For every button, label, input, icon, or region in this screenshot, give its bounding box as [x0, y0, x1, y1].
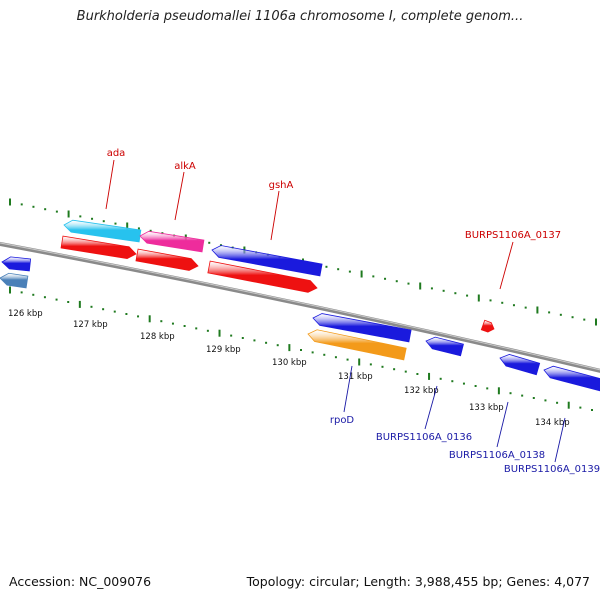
gene-BURPS1106A_0139-arrow — [543, 365, 600, 392]
gene-BURPS1106A_0138-label: BURPS1106A_0138 — [449, 450, 545, 461]
gene-gshA-leader — [270, 190, 280, 241]
gene-alkA-label: alkA — [174, 161, 196, 172]
genome-backbone — [0, 241, 600, 373]
map-title: Burkholderia pseudomallei 1106a chromoso… — [76, 9, 524, 24]
gene-cds-arrow — [0, 272, 29, 289]
gene-BURPS1106A_0138-leader — [496, 401, 509, 448]
gene-ada-leader — [105, 159, 115, 210]
gene-alkA-leader — [174, 171, 185, 221]
gene-cds-arrow — [1, 256, 32, 272]
gene-BURPS1106A_0137-arrow — [480, 319, 495, 333]
gene-alkA-arrow — [139, 230, 205, 253]
gene-BURPS1106A_0136-label: BURPS1106A_0136 — [376, 432, 472, 443]
gene-cds-arrow — [312, 313, 412, 343]
ruler-label: 127 kbp — [73, 320, 108, 330]
gene-rpoD-arrow — [307, 329, 407, 361]
ruler-label: 126 kbp — [8, 309, 43, 319]
gene-cds-arrow — [135, 248, 199, 271]
gene-BURPS1106A_0138-arrow — [499, 354, 541, 376]
gene-BURPS1106A_0139-leader — [554, 417, 566, 463]
gene-gshA-label: gshA — [269, 180, 294, 191]
gene-BURPS1106A_0136-arrow — [425, 336, 464, 357]
ruler-label: 130 kbp — [272, 358, 307, 368]
ruler-label: 131 kbp — [338, 372, 373, 382]
gene-cds-arrow — [60, 235, 137, 260]
ruler-label: 132 kbp — [404, 386, 439, 396]
gene-BURPS1106A_0137-leader — [499, 241, 514, 290]
accession-text: Accession: NC_009076 — [9, 574, 152, 589]
genome-summary-text: Topology: circular; Length: 3,988,455 bp… — [246, 574, 590, 589]
gene-ada-label: ada — [107, 148, 126, 159]
ruler-label: 129 kbp — [206, 345, 241, 355]
gene-BURPS1106A_0137-label: BURPS1106A_0137 — [465, 230, 561, 241]
ruler-label: 134 kbp — [535, 418, 570, 428]
gene-rpoD-label: rpoD — [330, 415, 355, 426]
ruler-label: 128 kbp — [140, 332, 175, 342]
gene-rpoD-leader — [343, 365, 353, 413]
genome-backbone-highlight — [0, 242, 600, 371]
gene-BURPS1106A_0136-leader — [424, 385, 438, 430]
gene-BURPS1106A_0139-label: BURPS1106A_0139 — [504, 464, 600, 475]
gene-gshA-arrow — [211, 245, 323, 277]
ruler-label: 133 kbp — [469, 403, 504, 413]
gene-cds-arrow — [207, 260, 318, 293]
